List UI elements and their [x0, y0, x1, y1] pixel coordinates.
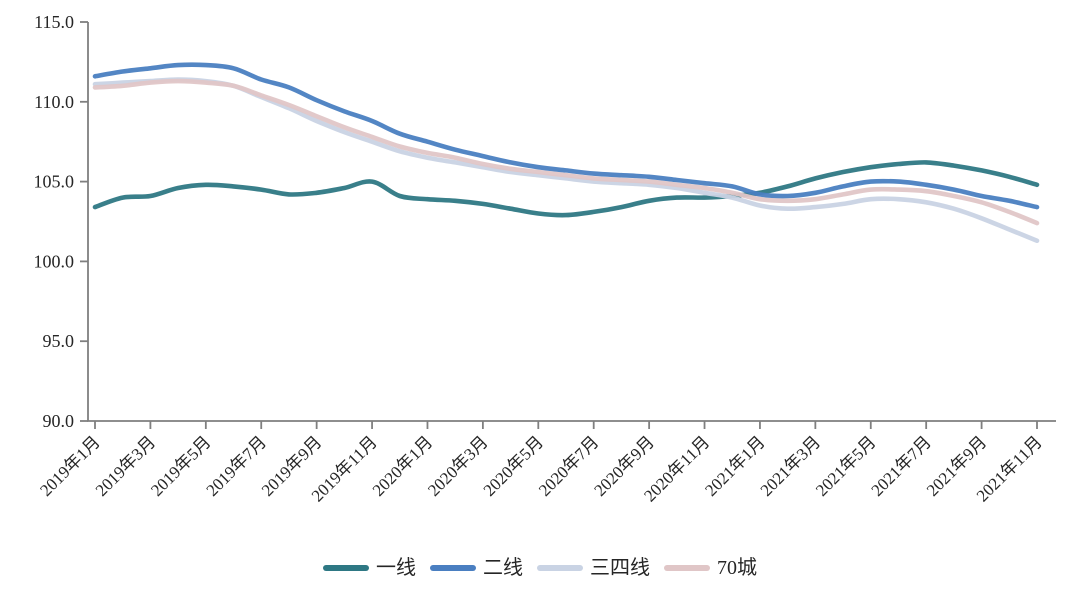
- legend-label: 70城: [717, 557, 757, 579]
- series-line-70城: [92, 78, 1040, 226]
- y-tick-label: 90.0: [43, 411, 75, 431]
- y-tick-label: 100.0: [34, 251, 75, 271]
- line-chart: 115.0110.0105.0100.095.090.02019年1月2019年…: [34, 12, 1056, 505]
- axes: [87, 22, 1056, 422]
- y-tick-label: 115.0: [34, 12, 74, 32]
- legend-item-二线[interactable]: 二线: [430, 558, 523, 578]
- legend-label: 一线: [376, 557, 416, 579]
- y-tick-label: 95.0: [43, 331, 75, 351]
- legend-swatch-icon: [664, 565, 710, 571]
- chart-legend: 一线 二线 三四线 70城: [0, 548, 1080, 588]
- y-tick-label: 110.0: [34, 92, 74, 112]
- series-line-一线: [92, 160, 1040, 218]
- legend-swatch-icon: [323, 565, 369, 571]
- legend-swatch-icon: [537, 565, 583, 571]
- legend-swatch-icon: [430, 565, 476, 571]
- legend-label: 二线: [483, 557, 523, 579]
- legend-item-70城[interactable]: 70城: [664, 558, 757, 578]
- legend-item-一线[interactable]: 一线: [323, 558, 416, 578]
- legend-label: 三四线: [590, 557, 650, 579]
- legend-item-三四线[interactable]: 三四线: [537, 558, 650, 578]
- series-line-二线: [92, 62, 1040, 210]
- y-tick-label: 105.0: [34, 172, 75, 192]
